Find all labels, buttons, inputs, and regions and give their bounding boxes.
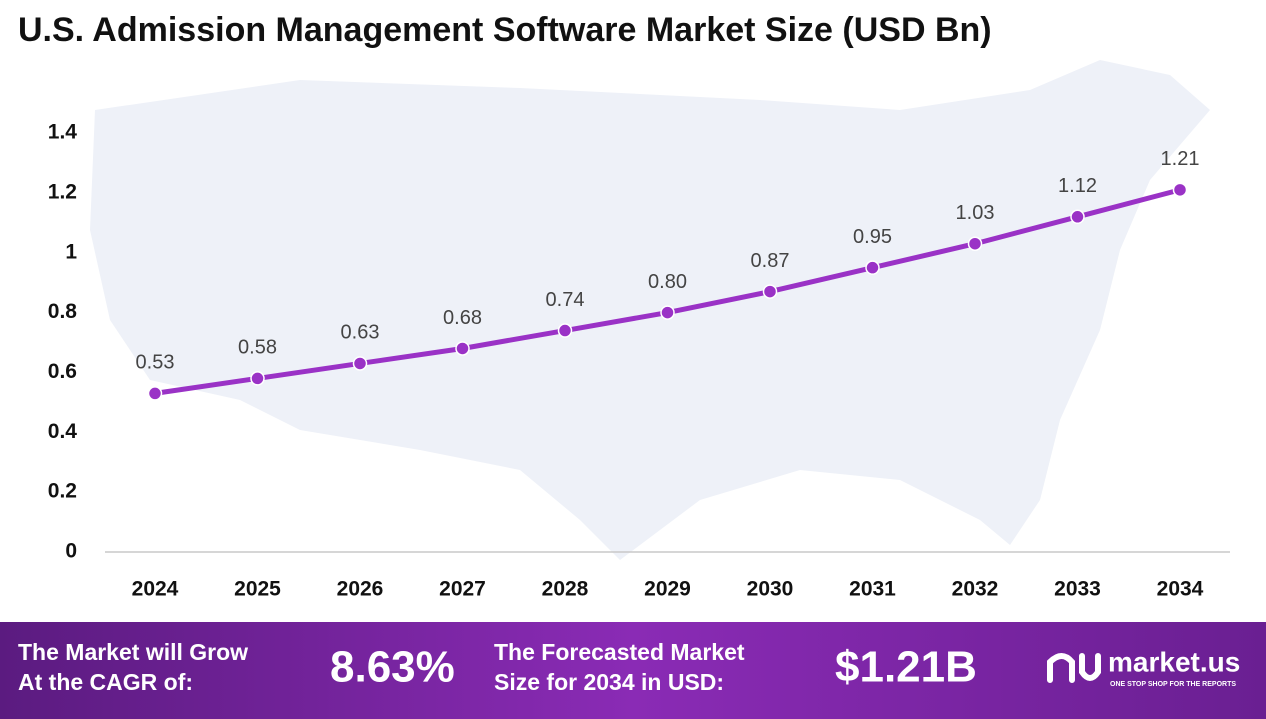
data-label: 0.87 xyxy=(751,250,790,272)
brand-name: market.us xyxy=(1108,646,1240,677)
point xyxy=(147,386,163,401)
data-label: 1.12 xyxy=(1058,175,1097,197)
brand-tagline: ONE STOP SHOP FOR THE REPORTS xyxy=(1110,681,1236,688)
point xyxy=(352,356,368,371)
y-tick-label: 0 xyxy=(65,540,77,563)
data-label: 0.95 xyxy=(853,226,892,248)
x-tick-label: 2033 xyxy=(1054,578,1101,601)
x-tick-label: 2031 xyxy=(849,578,896,601)
x-tick-label: 2030 xyxy=(747,578,794,601)
background-map xyxy=(90,60,1210,560)
x-tick-label: 2029 xyxy=(644,578,691,601)
x-tick-label: 2024 xyxy=(132,578,179,601)
data-label: 1.21 xyxy=(1161,148,1200,170)
data-label: 0.58 xyxy=(238,337,277,359)
x-tick-label: 2025 xyxy=(234,578,281,601)
data-label: 0.74 xyxy=(546,289,585,311)
x-tick-label: 2028 xyxy=(542,578,589,601)
point xyxy=(1070,209,1085,225)
data-label: 0.53 xyxy=(136,352,175,374)
y-tick-label: 0.4 xyxy=(48,420,78,443)
x-tick-label: 2032 xyxy=(952,578,999,601)
data-label: 0.63 xyxy=(341,322,380,344)
point xyxy=(660,305,675,320)
cagr-value: 8.63% xyxy=(330,643,455,692)
forecast-label: The Forecasted Market xyxy=(494,639,745,665)
brand-logo xyxy=(1047,653,1101,683)
x-tick-label: 2034 xyxy=(1157,578,1204,601)
forecast-value: $1.21B xyxy=(835,643,977,692)
forecast-label: Size for 2034 in USD: xyxy=(494,669,724,695)
y-tick-label: 0.2 xyxy=(48,480,77,503)
point xyxy=(557,323,573,338)
data-label: 0.68 xyxy=(443,307,482,329)
y-tick-label: 1.4 xyxy=(48,121,78,144)
y-tick-label: 1.2 xyxy=(48,180,77,203)
point xyxy=(762,284,778,299)
x-tick-label: 2027 xyxy=(439,578,486,601)
cagr-label: At the CAGR of: xyxy=(18,669,193,695)
y-tick-label: 0.8 xyxy=(48,300,78,323)
y-tick-label: 0.6 xyxy=(48,360,77,383)
data-label: 1.03 xyxy=(956,202,995,224)
chart-title: U.S. Admission Management Software Marke… xyxy=(18,11,992,49)
footer-band xyxy=(0,622,1266,719)
data-label: 0.80 xyxy=(648,271,687,293)
cagr-label: The Market will Grow xyxy=(18,639,248,665)
y-tick-label: 1 xyxy=(65,240,77,263)
point xyxy=(865,260,880,275)
x-tick-label: 2026 xyxy=(337,578,384,601)
point xyxy=(455,341,470,356)
point xyxy=(250,371,265,386)
point xyxy=(1172,182,1188,198)
point xyxy=(967,236,983,251)
